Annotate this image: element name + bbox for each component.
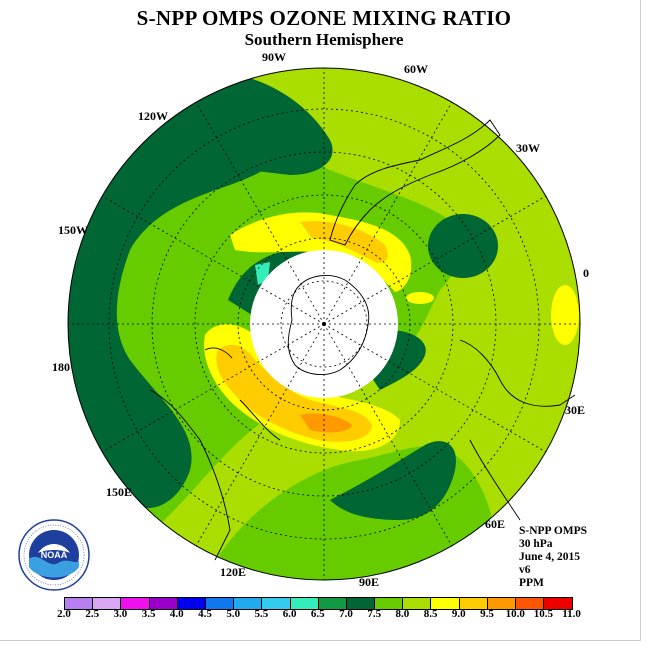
lon-label-0: 0 <box>583 266 589 280</box>
australia-coast <box>149 389 281 561</box>
colorbar-tick-label: 10.0 <box>505 608 525 620</box>
ozone-level-8.5-spot <box>406 292 434 304</box>
colorbar-ticks: 2.0 2.5 3.0 3.5 4.0 4.5 5.0 5.5 6.0 6.5 7.0 7.5 8.0 8… <box>52 608 612 622</box>
colorbar-swatch <box>234 598 263 609</box>
colorbar-swatch <box>403 598 432 609</box>
info-instrument: S-NPP OMPS <box>519 525 588 537</box>
new-zealand-coast <box>204 347 233 359</box>
coastlines <box>149 119 576 561</box>
colorbar-tick-label: 8.5 <box>423 608 438 620</box>
lon-label-180: 180 <box>52 360 70 374</box>
colorbar-swatch <box>149 598 178 609</box>
colorbar-swatch <box>431 598 460 609</box>
map-title: S-NPP OMPS OZONE MIXING RATIO <box>136 6 512 30</box>
colorbar-swatch <box>65 598 94 609</box>
colorbar-tick-label: 5.5 <box>254 608 269 620</box>
colorbar-tick-label: 2.0 <box>57 608 71 620</box>
colorbar-tick-label: 2.5 <box>85 608 100 620</box>
ozone-level-7.0-north <box>190 71 333 175</box>
map-boundary <box>67 67 581 581</box>
lon-label-30w: 30W <box>516 141 540 155</box>
colorbar-swatch <box>93 598 122 609</box>
lon-label-150w: 150W <box>58 223 88 237</box>
lon-label-90w: 90W <box>262 50 286 64</box>
south-america-coast <box>329 119 501 246</box>
colorbar-swatch <box>290 598 319 609</box>
map-info: S-NPP OMPS 30 hPa June 4, 2015 v6 PPM <box>519 525 587 590</box>
colorbar-tick-label: 7.5 <box>367 608 382 620</box>
ozone-level-9.0-north <box>300 221 388 263</box>
figure-frame <box>0 0 641 641</box>
colorbar-tick-label: 10.5 <box>533 608 554 620</box>
colorbar-swatch <box>318 598 347 609</box>
lon-label-120w: 120W <box>138 109 168 123</box>
lon-label-120e: 120E <box>220 565 246 579</box>
colorbar-swatch <box>177 598 206 609</box>
colorbar-tick-label: 9.0 <box>451 608 466 620</box>
colorbar-tick-label: 9.5 <box>480 608 494 620</box>
lon-label-60e: 60E <box>485 517 505 531</box>
lon-label-150e: 150E <box>106 485 132 499</box>
colorbar-tick-label: 6.5 <box>310 608 325 620</box>
colorbar-swatch <box>262 598 291 609</box>
colorbar-tick-label: 5.0 <box>226 608 241 620</box>
ozone-level-8.5-east <box>551 285 579 345</box>
colorbar-tick-label: 4.0 <box>169 608 184 620</box>
colorbar-swatch <box>544 598 573 609</box>
colorbar-tick-label: 3.5 <box>141 608 156 620</box>
colorbar-tick-label: 8.0 <box>395 608 410 620</box>
lon-label-90e: 90E <box>359 575 379 589</box>
colorbar-swatch <box>487 598 516 609</box>
colorbar-swatch <box>205 598 235 609</box>
map-subtitle: Southern Hemisphere <box>244 30 404 49</box>
colorbar-swatch <box>121 598 150 609</box>
africa-coast <box>459 339 576 521</box>
ozone-level-9.5 <box>300 413 352 433</box>
lon-label-30e: 30E <box>565 403 585 417</box>
colorbar-tick-label: 6.0 <box>282 608 297 620</box>
colorbar-tick-label: 3.0 <box>113 608 128 620</box>
colorbar-tick-label: 7.0 <box>339 608 353 620</box>
ozone-level-7.0-pole-east <box>370 330 426 390</box>
lon-label-60w: 60W <box>404 62 428 76</box>
noaa-logo: NOAA <box>18 519 90 591</box>
south-pole-marker <box>322 322 326 326</box>
colorbar-swatch <box>516 598 545 609</box>
ozone-level-7.0-west <box>68 90 275 509</box>
ozone-level-8.5-north <box>230 212 412 292</box>
colorbar-swatch <box>459 598 488 609</box>
ozone-level-7.0-atlantic <box>428 214 498 278</box>
colorbar-tick-label: 4.5 <box>198 608 212 620</box>
colorbar-swatch <box>346 598 376 609</box>
colorbar-tick-label: 11.0 <box>562 608 581 620</box>
graticule <box>68 68 580 580</box>
info-version: v6 <box>519 564 531 576</box>
colorbar <box>64 597 574 610</box>
colorbar-swatch <box>375 598 404 609</box>
noaa-logo-text: NOAA <box>41 550 68 560</box>
antarctica-coast <box>287 274 370 376</box>
info-pressure: 30 hPa <box>519 538 553 550</box>
ozone-level-7.0-indian <box>330 441 456 520</box>
info-date: June 4, 2015 <box>519 551 581 563</box>
info-units: PPM <box>519 577 544 589</box>
